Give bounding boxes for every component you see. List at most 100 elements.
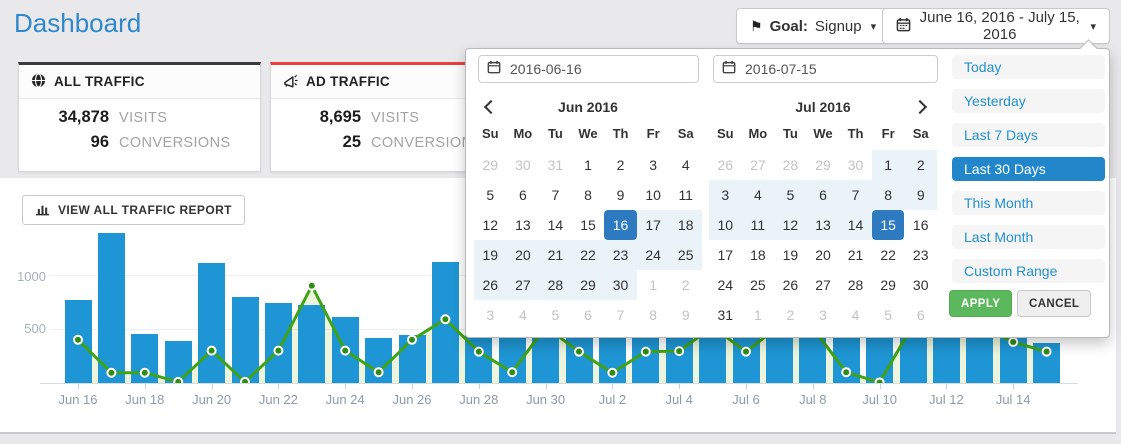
cancel-button[interactable]: CANCEL bbox=[1017, 290, 1092, 317]
calendar-day[interactable]: 18 bbox=[750, 247, 766, 263]
calendar-day[interactable]: 17 bbox=[636, 210, 670, 240]
calendar-day[interactable]: 30 bbox=[847, 157, 864, 173]
calendar-day[interactable]: 28 bbox=[539, 270, 572, 300]
range-yesterday[interactable]: Yesterday bbox=[952, 89, 1105, 113]
end-date-input[interactable] bbox=[743, 60, 929, 78]
calendar-day[interactable]: 16 bbox=[604, 210, 637, 240]
calendar-day[interactable]: 15 bbox=[580, 217, 596, 233]
range-last-month[interactable]: Last Month bbox=[952, 225, 1105, 249]
calendar-day[interactable]: 6 bbox=[806, 180, 840, 210]
next-month-icon[interactable] bbox=[912, 99, 928, 115]
calendar-day[interactable]: 4 bbox=[518, 307, 527, 323]
calendar-day[interactable]: 29 bbox=[482, 157, 499, 173]
calendar-day[interactable]: 29 bbox=[571, 270, 605, 300]
range-last-7-days[interactable]: Last 7 Days bbox=[952, 123, 1105, 147]
calendar-day[interactable]: 25 bbox=[669, 240, 702, 270]
calendar-day[interactable]: 3 bbox=[709, 180, 742, 210]
range-today[interactable]: Today bbox=[952, 55, 1105, 79]
calendar-day[interactable]: 12 bbox=[774, 210, 807, 240]
apply-button[interactable]: APPLY bbox=[949, 290, 1013, 317]
calendar-day[interactable]: 7 bbox=[616, 307, 625, 323]
calendar-day[interactable]: 30 bbox=[515, 157, 531, 173]
calendar-day[interactable]: 30 bbox=[912, 277, 929, 293]
calendar-day[interactable]: 10 bbox=[709, 210, 742, 240]
calendar-day[interactable]: 24 bbox=[636, 240, 670, 270]
calendar-day[interactable]: 20 bbox=[506, 240, 540, 270]
calendar-day[interactable]: 11 bbox=[678, 187, 693, 203]
calendar-day[interactable]: 30 bbox=[604, 270, 637, 300]
calendar-day[interactable]: 7 bbox=[551, 187, 560, 203]
date-range-button[interactable]: June 16, 2016 - July 15, 2016 ▾ bbox=[882, 8, 1110, 44]
calendar-day[interactable]: 8 bbox=[584, 187, 592, 203]
calendar-day[interactable]: 2 bbox=[786, 307, 795, 323]
goal-selector-button[interactable]: ⚑ Goal: Signup ▾ bbox=[736, 8, 891, 44]
calendar-day[interactable]: 7 bbox=[839, 180, 872, 210]
calendar-day[interactable]: 1 bbox=[871, 150, 905, 180]
range-last-30-days[interactable]: Last 30 Days bbox=[952, 157, 1105, 181]
calendar-day[interactable]: 19 bbox=[782, 247, 799, 263]
calendar-day[interactable]: 18 bbox=[669, 210, 702, 240]
calendar-day[interactable]: 27 bbox=[750, 157, 766, 173]
calendar-day[interactable]: 2 bbox=[616, 157, 625, 173]
calendar-day[interactable]: 31 bbox=[547, 157, 564, 173]
calendar-day[interactable]: 2 bbox=[681, 277, 690, 293]
calendar-day[interactable]: 5 bbox=[774, 180, 807, 210]
view-all-traffic-report-button[interactable]: VIEW ALL TRAFFIC REPORT bbox=[22, 195, 245, 225]
calendar-day[interactable]: 6 bbox=[584, 307, 592, 323]
calendar-day[interactable]: 22 bbox=[571, 240, 605, 270]
calendar-day[interactable]: 2 bbox=[904, 150, 937, 180]
calendar-day[interactable]: 19 bbox=[474, 240, 507, 270]
calendar-day[interactable]: 27 bbox=[815, 277, 831, 293]
calendar-day[interactable]: 5 bbox=[486, 187, 495, 203]
calendar-day[interactable]: 29 bbox=[815, 157, 831, 173]
calendar-day[interactable]: 8 bbox=[871, 180, 905, 210]
calendar-day[interactable]: 21 bbox=[539, 240, 572, 270]
calendar-day[interactable]: 3 bbox=[649, 157, 658, 173]
calendar-day[interactable]: 9 bbox=[904, 180, 937, 210]
calendar-day[interactable]: 4 bbox=[851, 307, 860, 323]
calendar-day[interactable]: 21 bbox=[847, 247, 864, 263]
calendar-day[interactable]: 1 bbox=[753, 307, 762, 323]
calendar-day[interactable]: 14 bbox=[839, 210, 872, 240]
calendar-day[interactable]: 26 bbox=[782, 277, 799, 293]
calendar-day[interactable]: 11 bbox=[741, 210, 775, 240]
calendar-day[interactable]: 29 bbox=[880, 277, 896, 293]
calendar-day[interactable]: 13 bbox=[515, 217, 531, 233]
calendar-day[interactable]: 20 bbox=[815, 247, 831, 263]
calendar-day[interactable]: 26 bbox=[474, 270, 507, 300]
calendar-day[interactable]: 26 bbox=[717, 157, 734, 173]
previous-month-icon[interactable] bbox=[483, 99, 499, 115]
calendar-day[interactable]: 16 bbox=[912, 217, 929, 233]
range-this-month[interactable]: This Month bbox=[952, 191, 1105, 215]
calendar-day[interactable]: 4 bbox=[681, 157, 690, 173]
calendar-day[interactable]: 23 bbox=[604, 240, 637, 270]
calendar-day[interactable]: 1 bbox=[649, 277, 658, 293]
calendar-day[interactable]: 28 bbox=[847, 277, 864, 293]
calendar-day[interactable]: 9 bbox=[616, 187, 625, 203]
calendar-day[interactable]: 5 bbox=[551, 307, 560, 323]
calendar-day[interactable]: 6 bbox=[518, 187, 527, 203]
calendar-day[interactable]: 13 bbox=[806, 210, 840, 240]
calendar-day[interactable]: 31 bbox=[717, 307, 734, 323]
calendar-day[interactable]: 1 bbox=[584, 157, 592, 173]
calendar-day[interactable]: 9 bbox=[681, 307, 690, 323]
calendar-day[interactable]: 24 bbox=[717, 277, 734, 293]
calendar-day[interactable]: 15 bbox=[871, 210, 905, 240]
calendar-day[interactable]: 5 bbox=[884, 307, 893, 323]
start-date-input[interactable] bbox=[508, 60, 690, 78]
calendar-day[interactable]: 27 bbox=[506, 270, 540, 300]
calendar-day[interactable]: 22 bbox=[880, 247, 896, 263]
range-custom-range[interactable]: Custom Range bbox=[952, 259, 1105, 283]
calendar-day[interactable]: 4 bbox=[741, 180, 775, 210]
calendar-day[interactable]: 3 bbox=[486, 307, 495, 323]
calendar-day[interactable]: 3 bbox=[819, 307, 827, 323]
calendar-day[interactable]: 12 bbox=[482, 217, 499, 233]
calendar-day[interactable]: 10 bbox=[645, 187, 661, 203]
calendar-day[interactable]: 6 bbox=[916, 307, 925, 323]
calendar-day[interactable]: 23 bbox=[912, 247, 929, 263]
calendar-day[interactable]: 25 bbox=[750, 277, 766, 293]
calendar-day[interactable]: 17 bbox=[717, 247, 734, 263]
calendar-day[interactable]: 28 bbox=[782, 157, 799, 173]
calendar-day[interactable]: 8 bbox=[649, 307, 658, 323]
calendar-day[interactable]: 14 bbox=[547, 217, 564, 233]
